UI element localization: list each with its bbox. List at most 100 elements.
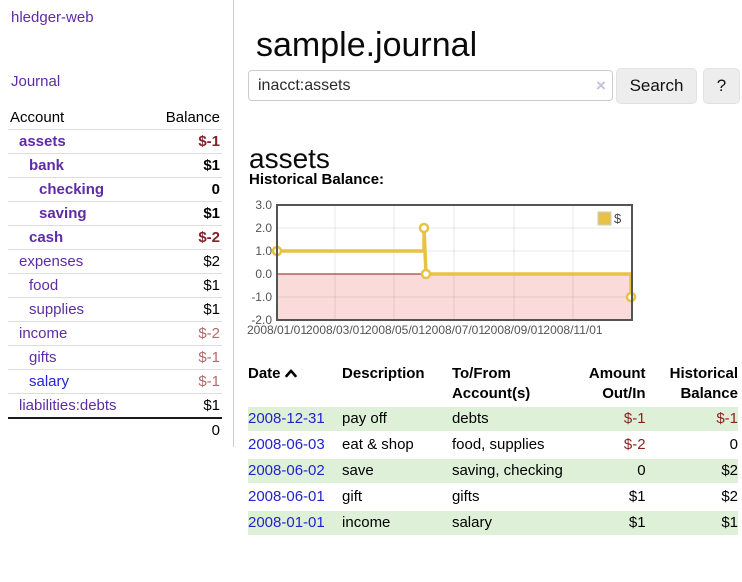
register-row: 2008-12-31 pay off debts $-1 $-1 <box>248 407 738 431</box>
sidebar-account-food[interactable]: food <box>29 277 59 294</box>
account-balance: $-2 <box>198 325 220 342</box>
transaction-description: save <box>342 459 452 483</box>
sidebar-account-bank[interactable]: bank <box>29 157 65 174</box>
register-row: 2008-06-03 eat & shop food, supplies $-2… <box>248 433 738 457</box>
register-row: 2008-06-01 gift gifts $1 $2 <box>248 485 738 509</box>
svg-text:2008/03/01: 2008/03/01 <box>306 323 366 337</box>
accounts-total-value: 0 <box>211 422 220 439</box>
accounts-header-account: Account <box>10 109 65 126</box>
transaction-date-link[interactable]: 2008-01-01 <box>248 514 325 531</box>
svg-text:3.0: 3.0 <box>255 200 272 212</box>
transaction-balance: 0 <box>729 436 738 453</box>
transaction-balance: $2 <box>721 488 738 505</box>
transaction-accounts: debts <box>451 407 586 431</box>
transaction-date-link[interactable]: 2008-06-02 <box>248 462 325 479</box>
column-header-accounts: To/From Account(s) <box>451 365 531 402</box>
transaction-balance: $-1 <box>645 407 738 431</box>
transaction-description: income <box>342 511 452 535</box>
svg-text:-1.0: -1.0 <box>251 290 272 304</box>
account-balance: $1 <box>203 205 220 222</box>
transaction-accounts: food, supplies <box>451 436 545 453</box>
column-header-description: Description <box>342 365 425 382</box>
account-balance: $-2 <box>198 229 220 246</box>
account-balance: $-1 <box>198 373 220 390</box>
app-brand-link[interactable]: hledger-web <box>11 9 94 26</box>
svg-text:2008/01/01: 2008/01/01 <box>247 323 307 337</box>
column-header-amount: Amount Out/In <box>588 365 646 402</box>
transaction-description: eat & shop <box>342 436 414 453</box>
svg-text:2008/09/01: 2008/09/01 <box>484 323 544 337</box>
account-row: expenses $2 <box>8 250 222 274</box>
sidebar-account-salary[interactable]: salary <box>29 373 70 390</box>
transaction-accounts: saving, checking <box>451 459 586 483</box>
sort-ascending-icon <box>284 364 297 384</box>
register-header-row: Date Description To/From Account(s) Amou… <box>248 363 738 405</box>
account-row: gifts $-1 <box>8 346 222 370</box>
svg-text:-2.0: -2.0 <box>251 313 272 327</box>
sidebar-account-saving[interactable]: saving <box>39 205 87 222</box>
chart-legend: $ <box>597 211 622 226</box>
sidebar-account-income[interactable]: income <box>19 325 68 342</box>
account-row: supplies $1 <box>8 298 222 322</box>
search-button[interactable]: Search <box>616 68 697 104</box>
data-point-markers <box>271 222 637 303</box>
help-button[interactable]: ? <box>703 68 740 104</box>
page-title: sample.journal <box>256 25 478 64</box>
account-balance: $-1 <box>198 133 220 150</box>
account-row: salary $-1 <box>8 370 222 394</box>
account-balance: $1 <box>203 157 220 174</box>
column-header-balance: Historical Balance <box>669 365 738 402</box>
sidebar-account-gifts[interactable]: gifts <box>29 349 57 366</box>
clear-search-icon[interactable]: × <box>596 76 606 95</box>
sidebar-item-journal[interactable]: Journal <box>11 73 61 90</box>
account-row: liabilities:debts $1 <box>8 394 222 418</box>
transaction-description: pay off <box>342 407 452 431</box>
account-row: food $1 <box>8 274 222 298</box>
svg-text:2008/05/01: 2008/05/01 <box>365 323 425 337</box>
sidebar-account-supplies[interactable]: supplies <box>29 301 85 318</box>
account-balance: $1 <box>203 277 220 294</box>
register-table: Date Description To/From Account(s) Amou… <box>248 361 738 537</box>
account-row: bank $1 <box>8 154 222 178</box>
svg-text:2.0: 2.0 <box>255 221 272 235</box>
transaction-amount: $1 <box>628 488 646 505</box>
transaction-date-link[interactable]: 2008-12-31 <box>248 410 325 427</box>
negative-region <box>277 274 632 320</box>
historical-balance-chart: $ 3.0 2.0 1.0 0.0 -1.0 -2.0 2008/01/01 2… <box>246 198 638 342</box>
transaction-balance: $1 <box>645 511 738 535</box>
column-header-date[interactable]: Date <box>248 363 342 405</box>
account-row: saving $1 <box>8 202 222 226</box>
sidebar-account-expenses[interactable]: expenses <box>19 253 84 270</box>
sidebar-account-liabilities-debts[interactable]: liabilities:debts <box>19 397 117 414</box>
accounts-tree: Account Balance assets $-1 bank $1 checkin… <box>8 106 222 442</box>
account-row: cash $-2 <box>8 226 222 250</box>
sidebar-account-checking[interactable]: checking <box>39 181 105 198</box>
transaction-date-link[interactable]: 2008-06-03 <box>248 436 325 453</box>
transaction-date-link[interactable]: 2008-06-01 <box>248 488 325 505</box>
transaction-amount: $-2 <box>623 436 646 453</box>
account-row: assets $-1 <box>8 130 222 154</box>
y-axis-labels: 3.0 2.0 1.0 0.0 -1.0 -2.0 <box>251 198 272 327</box>
transaction-balance: $2 <box>645 459 738 483</box>
transaction-amount: $1 <box>585 511 646 535</box>
legend-label: $ <box>614 211 622 226</box>
account-page-title: assets <box>249 143 330 175</box>
chart-title: Historical Balance: <box>249 171 385 188</box>
sidebar-account-cash[interactable]: cash <box>29 229 64 246</box>
svg-text:2008/07/01: 2008/07/01 <box>425 323 485 337</box>
plot-border <box>276 204 633 321</box>
transaction-amount: $-1 <box>585 407 646 431</box>
account-balance: $2 <box>203 253 220 270</box>
transaction-accounts: salary <box>451 511 586 535</box>
account-balance: 0 <box>211 181 220 198</box>
sidebar-account-assets[interactable]: assets <box>19 133 66 150</box>
account-balance: $1 <box>203 397 220 414</box>
account-row: checking 0 <box>8 178 222 202</box>
legend-swatch <box>597 211 612 226</box>
chart-canvas: $ 3.0 2.0 1.0 0.0 -1.0 -2.0 2008/01/01 2… <box>247 198 637 337</box>
svg-text:2008/11/01: 2008/11/01 <box>543 323 602 337</box>
account-balance: $1 <box>203 301 220 318</box>
accounts-header-balance: Balance <box>165 109 220 126</box>
account-row: income $-2 <box>8 322 222 346</box>
search-input[interactable] <box>248 70 613 101</box>
